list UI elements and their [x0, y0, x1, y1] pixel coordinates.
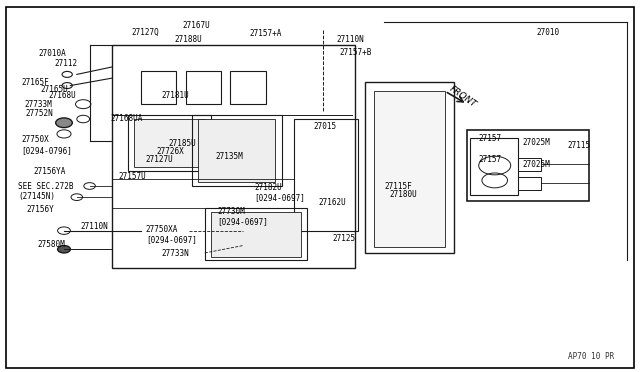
Text: 27110N: 27110N: [336, 35, 364, 44]
Text: 27157: 27157: [479, 155, 502, 164]
Text: 27185U: 27185U: [168, 139, 196, 148]
Text: 27188U: 27188U: [174, 35, 202, 44]
Text: 27015: 27015: [314, 122, 337, 131]
Text: 27135M: 27135M: [216, 152, 243, 161]
Text: 27580M: 27580M: [37, 240, 65, 249]
Text: 27730M
[0294-0697]: 27730M [0294-0697]: [218, 207, 268, 226]
Text: 27125: 27125: [333, 234, 356, 243]
Text: 27127Q: 27127Q: [131, 28, 159, 37]
Bar: [374, 91, 445, 247]
Text: 27752N: 27752N: [26, 109, 53, 118]
Bar: [211, 212, 301, 257]
Bar: [141, 71, 176, 104]
Text: 27115F: 27115F: [384, 182, 412, 190]
Text: 27115: 27115: [567, 141, 590, 150]
Text: 27157+A: 27157+A: [250, 29, 282, 38]
Bar: [470, 138, 518, 195]
Text: 27733M: 27733M: [24, 100, 52, 109]
Text: 27112: 27112: [54, 59, 77, 68]
Text: 27165U: 27165U: [40, 85, 68, 94]
Bar: [230, 71, 266, 104]
Text: 27156YA: 27156YA: [33, 167, 66, 176]
Bar: [112, 45, 355, 268]
Text: 27168UA: 27168UA: [110, 114, 143, 123]
Text: 27156Y: 27156Y: [27, 205, 54, 214]
Text: 27180U: 27180U: [389, 190, 417, 199]
Text: 27182U
[0294-0697]: 27182U [0294-0697]: [255, 183, 305, 202]
Bar: [467, 130, 589, 201]
Text: 27165F: 27165F: [21, 78, 49, 87]
Bar: [518, 158, 541, 171]
Text: 27127U: 27127U: [146, 155, 173, 164]
Text: 27181U: 27181U: [161, 92, 189, 100]
Bar: [134, 119, 205, 167]
Text: 27110N: 27110N: [80, 222, 108, 231]
Circle shape: [56, 118, 72, 128]
Bar: [198, 119, 275, 182]
Text: 27025M: 27025M: [522, 138, 550, 147]
Text: 27733N: 27733N: [161, 249, 189, 258]
Text: 27157+B: 27157+B: [339, 48, 372, 57]
Text: 27157U: 27157U: [118, 172, 146, 181]
Text: 27750XA
[0294-0697]: 27750XA [0294-0697]: [146, 225, 196, 244]
Text: 27168U: 27168U: [48, 92, 76, 100]
Text: 27750X
[0294-0796]: 27750X [0294-0796]: [21, 135, 72, 155]
Text: 27162U: 27162U: [319, 198, 346, 207]
Text: 27010: 27010: [536, 28, 559, 37]
Text: 27025M: 27025M: [522, 160, 550, 169]
Text: 27010A: 27010A: [38, 49, 66, 58]
Bar: [186, 71, 221, 104]
Text: 27167U: 27167U: [182, 21, 210, 30]
Bar: [518, 177, 541, 190]
Circle shape: [58, 246, 70, 253]
Bar: [192, 115, 282, 186]
Text: 27726X: 27726X: [157, 147, 184, 156]
Bar: [128, 115, 211, 171]
Bar: [294, 119, 358, 231]
Bar: [205, 208, 307, 260]
Bar: [365, 82, 454, 253]
Text: FRONT: FRONT: [448, 84, 478, 109]
Text: SEE SEC.272B
(27145N): SEE SEC.272B (27145N): [18, 182, 74, 201]
Text: 27157: 27157: [479, 134, 502, 143]
Text: AP70 10 PR: AP70 10 PR: [568, 352, 614, 361]
